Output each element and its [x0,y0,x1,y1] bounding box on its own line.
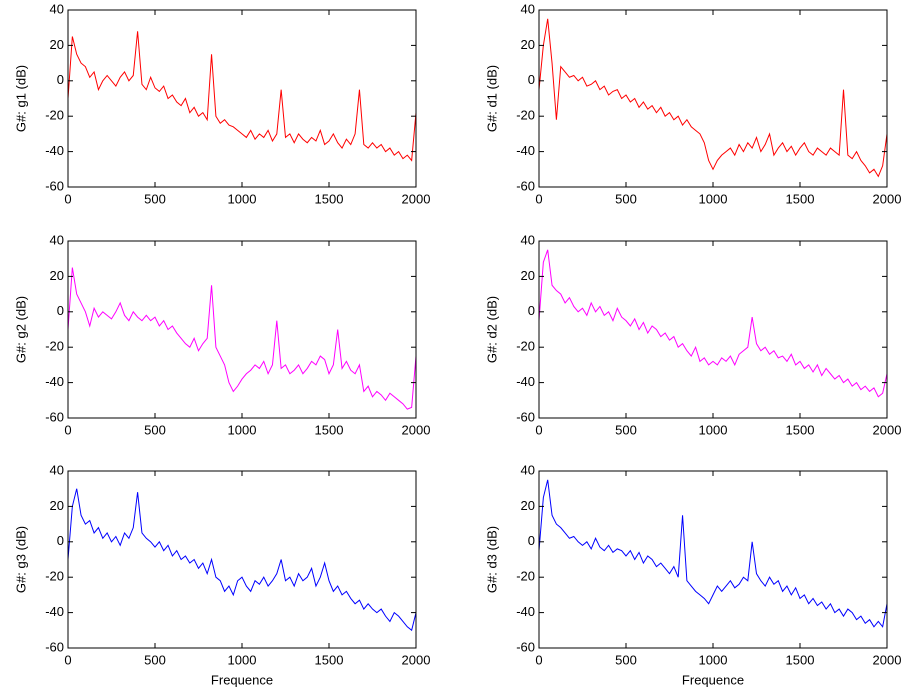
x-tick-label: 2000 [402,422,431,437]
y-tick-label: -40 [516,143,535,158]
x-tick-label: 2000 [873,652,902,667]
x-tick-label: 2000 [402,652,431,667]
x-tick-label: 500 [144,652,166,667]
y-tick-label: -20 [516,108,535,123]
y-tick-label: -20 [516,339,535,354]
y-tick-label: -60 [516,178,535,193]
y-tick-label: -60 [45,409,64,424]
y-tick-label: -60 [516,409,535,424]
y-tick-label: -20 [516,569,535,584]
x-axis-label: Frequence [211,672,273,687]
x-tick-label: 1500 [315,652,344,667]
x-axis-label: Frequence [682,672,744,687]
x-tick-label: 1500 [315,191,344,206]
y-tick-label: -40 [45,143,64,158]
subplot: 0 500 1000 1500 2000 -60 -40 -20 0 20 40 G#: d3 (dB… [484,462,901,687]
series-line [68,488,416,632]
x-tick-label: 1000 [699,191,728,206]
axes-frame [67,470,417,649]
y-tick-label: 20 [50,268,64,283]
y-axis-label: G#: g2 (dB) [13,296,28,363]
y-tick-label: -60 [45,639,64,654]
series-line [68,267,416,410]
axes-frame [538,9,888,188]
x-tick-label: 1000 [699,652,728,667]
plot-area [539,479,887,628]
y-tick-label: -60 [516,639,535,654]
y-axis-label: G#: g1 (dB) [13,65,28,132]
plot-area [68,488,416,632]
x-tick-label: 1500 [786,191,815,206]
y-tick-label: -60 [45,178,64,193]
subplot: 0 500 1000 1500 2000 -60 -40 -20 0 20 40 G#: g1 (dB… [13,1,430,206]
y-tick-label: 40 [50,1,64,16]
subplot: 0 500 1000 1500 2000 -60 -40 -20 0 20 40 G#: d1 (dB… [484,1,901,206]
y-tick-label: 40 [50,232,64,247]
y-tick-label: 40 [521,232,535,247]
y-tick-label: -40 [516,604,535,619]
x-tick-label: 500 [615,191,637,206]
x-tick-label: 0 [535,422,542,437]
x-tick-label: 2000 [402,191,431,206]
x-tick-label: 0 [64,652,71,667]
y-tick-label: 40 [521,462,535,477]
y-tick-label: -40 [45,374,64,389]
y-tick-label: 0 [57,533,64,548]
x-tick-label: 500 [144,191,166,206]
y-tick-label: 0 [528,533,535,548]
subplot: 0 500 1000 1500 2000 -60 -40 -20 0 20 40 G#: g3 (dB… [13,462,430,687]
y-tick-label: -20 [45,339,64,354]
y-tick-label: 20 [50,37,64,52]
y-tick-label: 40 [521,1,535,16]
x-tick-label: 0 [64,422,71,437]
y-axis-label: G#: d2 (dB) [484,296,499,363]
y-tick-label: 20 [521,498,535,513]
y-tick-label: -40 [45,604,64,619]
y-tick-label: 0 [528,303,535,318]
x-tick-label: 500 [615,422,637,437]
y-axis-label: G#: g3 (dB) [13,526,28,593]
y-tick-label: 40 [50,462,64,477]
x-tick-label: 1500 [315,422,344,437]
y-tick-label: -20 [45,569,64,584]
series-line [539,249,887,398]
y-tick-label: -20 [45,108,64,123]
series-line [539,479,887,628]
y-tick-label: -40 [516,374,535,389]
x-tick-label: 2000 [873,191,902,206]
axes-frame [67,9,417,188]
x-tick-label: 1000 [699,422,728,437]
plot-area [68,267,416,410]
y-axis-label: G#: d1 (dB) [484,65,499,132]
y-tick-label: 0 [57,303,64,318]
plot-area [539,249,887,398]
plot-area [68,31,416,162]
y-tick-label: 0 [528,72,535,87]
y-axis-label: G#: d3 (dB) [484,526,499,593]
x-tick-label: 1000 [228,652,257,667]
axes-frame [538,240,888,419]
x-tick-label: 0 [535,652,542,667]
plot-area [539,18,887,178]
y-tick-label: 20 [50,498,64,513]
x-tick-label: 1500 [786,652,815,667]
y-tick-label: 20 [521,268,535,283]
x-tick-label: 1000 [228,191,257,206]
subplot: 0 500 1000 1500 2000 -60 -40 -20 0 20 40 G#: g2 (dB… [13,232,430,437]
y-tick-label: 20 [521,37,535,52]
series-line [539,18,887,178]
x-tick-label: 0 [64,191,71,206]
x-tick-label: 2000 [873,422,902,437]
x-tick-label: 500 [615,652,637,667]
x-tick-label: 0 [535,191,542,206]
y-tick-label: 0 [57,72,64,87]
axes-frame [538,470,888,649]
x-tick-label: 500 [144,422,166,437]
subplot: 0 500 1000 1500 2000 -60 -40 -20 0 20 40 G#: d2 (dB… [484,232,901,437]
series-line [68,31,416,162]
x-tick-label: 1000 [228,422,257,437]
x-tick-label: 1500 [786,422,815,437]
